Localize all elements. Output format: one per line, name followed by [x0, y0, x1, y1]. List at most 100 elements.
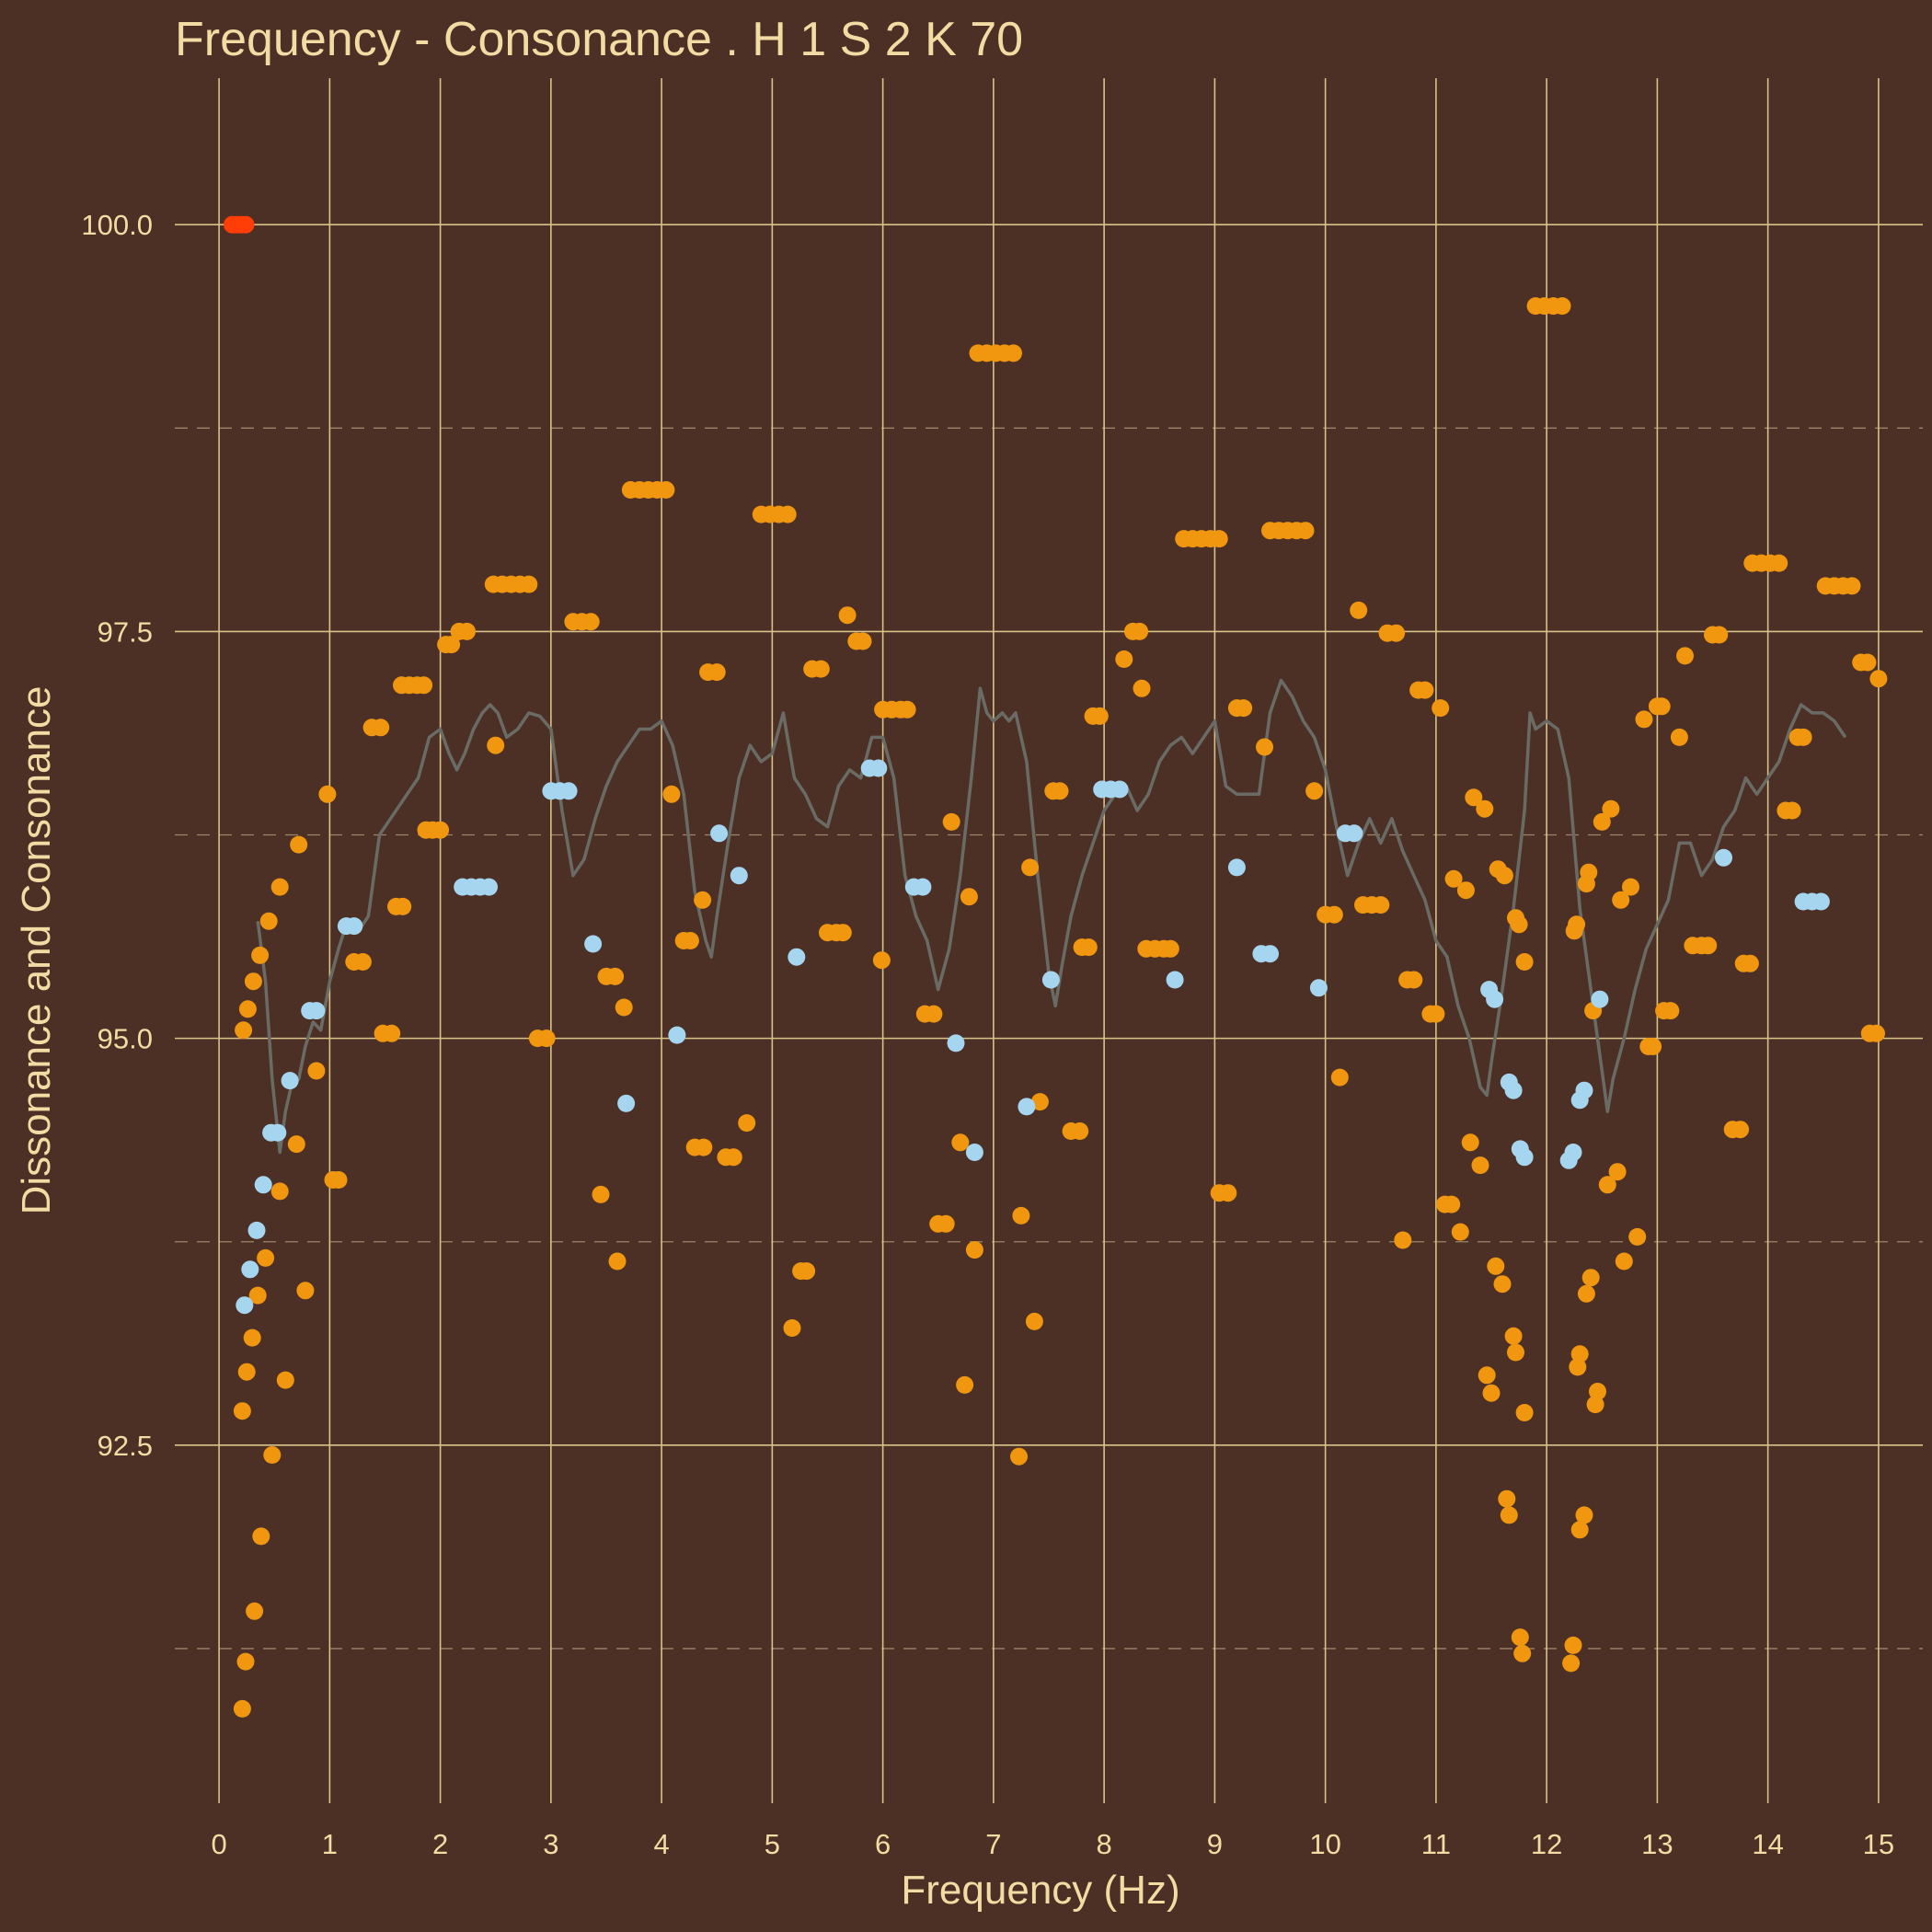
data-point: [783, 1319, 801, 1337]
chart-title: Frequency - Consonance . H 1 S 2 K 70: [175, 13, 1023, 66]
data-point: [1562, 1654, 1581, 1673]
data-point: [854, 632, 872, 650]
data-point: [1051, 782, 1069, 800]
data-point: [1296, 522, 1315, 540]
data-point: [1591, 990, 1609, 1008]
data-point: [1608, 1163, 1627, 1181]
data-point: [1741, 954, 1759, 972]
data-point: [615, 998, 633, 1017]
data-point: [1041, 971, 1060, 989]
data-point: [307, 1002, 326, 1020]
data-point: [1731, 1121, 1750, 1139]
y-axis-label: Dissonance and Consonance: [14, 686, 59, 1215]
data-point: [1451, 1223, 1469, 1241]
data-point: [244, 972, 262, 991]
y-tick-label: 97.5: [98, 615, 153, 648]
data-point: [1612, 891, 1630, 909]
x-tick-label: 8: [1097, 1828, 1112, 1860]
data-point: [798, 1262, 816, 1281]
data-point: [1133, 679, 1151, 697]
data-point: [1493, 1275, 1512, 1294]
data-point: [443, 636, 461, 654]
data-point: [1569, 1358, 1587, 1376]
data-point: [965, 1144, 983, 1161]
data-point: [1580, 863, 1598, 881]
data-point: [233, 1402, 251, 1420]
data-point: [1025, 1312, 1043, 1330]
data-point: [1513, 1644, 1532, 1662]
data-point: [1511, 1628, 1529, 1647]
data-point: [898, 700, 916, 719]
data-point: [394, 897, 412, 915]
data-point: [1500, 1506, 1518, 1524]
data-point: [1644, 1038, 1662, 1055]
data-point: [1515, 1148, 1534, 1167]
x-tick-label: 11: [1421, 1828, 1451, 1860]
data-point: [1394, 1231, 1412, 1249]
data-point: [263, 1446, 282, 1464]
data-point: [956, 1375, 974, 1394]
data-point: [1261, 945, 1279, 963]
data-point: [252, 1527, 270, 1546]
x-axis-label: Frequency (Hz): [901, 1868, 1179, 1913]
data-point: [520, 575, 538, 593]
data-point: [965, 1241, 983, 1259]
data-point: [1030, 1093, 1049, 1111]
data-point: [1478, 1366, 1496, 1385]
data-points: [224, 215, 1888, 1718]
data-point: [1577, 1284, 1595, 1303]
data-point: [1507, 1343, 1524, 1362]
data-point: [415, 676, 433, 695]
data-point: [383, 1024, 401, 1042]
data-point: [778, 505, 797, 523]
data-point: [251, 946, 270, 964]
data-point: [1427, 1005, 1445, 1023]
data-point: [947, 1034, 965, 1052]
data-point: [276, 1371, 294, 1389]
data-point: [241, 1260, 259, 1279]
data-point: [246, 1602, 264, 1620]
data-point: [1498, 1489, 1516, 1508]
data-point: [487, 736, 505, 754]
data-point: [1166, 971, 1184, 989]
data-point: [960, 888, 978, 906]
data-point: [1564, 1636, 1582, 1654]
data-point: [1482, 1384, 1501, 1402]
data-point: [1405, 971, 1423, 989]
data-point: [458, 622, 476, 640]
data-point: [254, 1176, 272, 1194]
data-point: [1575, 1081, 1593, 1099]
data-point: [1012, 1206, 1030, 1225]
data-point: [1510, 915, 1528, 934]
data-point: [710, 824, 729, 843]
data-point: [318, 785, 337, 803]
data-point: [1670, 728, 1688, 746]
data-point: [480, 878, 498, 896]
data-point: [270, 1182, 289, 1201]
data-point: [738, 1114, 756, 1133]
x-tick-label: 5: [765, 1828, 780, 1860]
data-point: [951, 1133, 970, 1152]
data-point: [937, 1214, 955, 1233]
data-point: [431, 821, 450, 839]
data-point: [235, 1021, 253, 1040]
data-point: [296, 1282, 315, 1300]
data-point: [581, 613, 600, 631]
data-point: [1486, 990, 1504, 1008]
data-point: [869, 759, 888, 777]
x-tick-label: 13: [1641, 1828, 1673, 1860]
data-point: [1868, 1024, 1885, 1042]
data-point: [1794, 728, 1812, 746]
data-point: [270, 878, 289, 896]
data-point: [269, 1123, 287, 1142]
data-point: [1387, 624, 1406, 642]
data-point: [811, 660, 830, 678]
data-point: [662, 785, 681, 803]
data-point: [695, 1138, 713, 1156]
data-point: [236, 1652, 255, 1671]
data-point: [1115, 650, 1133, 668]
data-point: [1615, 1252, 1633, 1271]
data-point: [1570, 1345, 1589, 1363]
data-point: [1227, 858, 1246, 877]
